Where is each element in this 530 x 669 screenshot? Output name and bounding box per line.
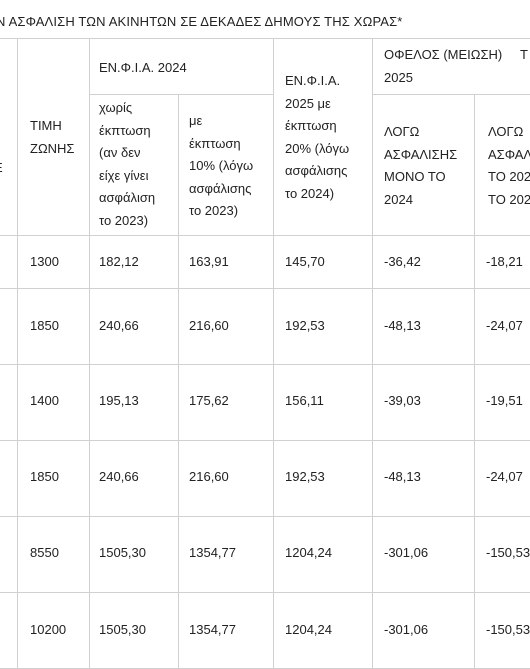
cell-no-discount: 1505,30 (99, 622, 146, 637)
column-divider (17, 38, 18, 669)
cell-no-discount: 195,13 (99, 393, 139, 408)
column-divider (474, 95, 475, 669)
column-divider (89, 38, 90, 669)
table-title: Ν ΑΣΦΑΛΙΣΗ ΤΩΝ ΑΚΙΝΗΤΩΝ ΣΕ ΔΕΚΑΔΕΣ ΔΗΜΟΥ… (0, 14, 403, 29)
cell-benefit-2024: -301,06 (384, 545, 429, 560)
cell-with-discount: 1354,77 (189, 545, 236, 560)
cell-enfia-2025: 1204,24 (285, 622, 332, 637)
header-enfia-2025: ΕΝ.Φ.Ι.Α. 2025 με έκπτωση 20% (λόγω ασφά… (285, 73, 350, 201)
cell-benefit-other: -19,51 (486, 393, 523, 408)
header-col0-fragment: Ε (0, 160, 3, 175)
cell-zone: 1400 (30, 393, 59, 408)
header-enfia-2024: ΕΝ.Φ.Ι.Α. 2024 (99, 60, 187, 75)
cell-benefit-other: -24,07 (486, 469, 523, 484)
cell-no-discount: 182,12 (99, 254, 139, 269)
column-divider (178, 95, 179, 669)
cell-benefit-other: -24,07 (486, 318, 523, 333)
header-bottom-border (0, 235, 530, 236)
row-divider (0, 440, 530, 441)
header-ofelos: ΟΦΕΛΟΣ (ΜΕΙΩΣΗ) Τ 2025 (384, 47, 529, 85)
cell-enfia-2025: 192,53 (285, 469, 325, 484)
cell-benefit-2024: -48,13 (384, 469, 421, 484)
cell-benefit-2024: -301,06 (384, 622, 429, 637)
cell-enfia-2025: 192,53 (285, 318, 325, 333)
cell-with-discount: 216,60 (189, 318, 229, 333)
header-divider-enfia-2024 (89, 94, 273, 95)
row-divider (0, 364, 530, 365)
cell-benefit-other: -150,53 (486, 622, 530, 637)
cell-benefit-other: -150,53 (486, 545, 530, 560)
cell-with-discount: 216,60 (189, 469, 229, 484)
header-logo-asfalisis-partial: ΛΟΓΩ ΑΣΦΑΛ ΤΟ 202 ΤΟ 202 (488, 124, 530, 207)
cell-zone: 8550 (30, 545, 59, 560)
column-divider (273, 38, 274, 669)
cell-with-discount: 1354,77 (189, 622, 236, 637)
cell-enfia-2025: 1204,24 (285, 545, 332, 560)
cell-no-discount: 240,66 (99, 469, 139, 484)
cell-zone: 1300 (30, 254, 59, 269)
header-divider-ofelos (372, 94, 530, 95)
cell-benefit-2024: -48,13 (384, 318, 421, 333)
cell-zone: 1850 (30, 318, 59, 333)
column-divider (372, 38, 373, 669)
cell-zone: 1850 (30, 469, 59, 484)
header-enfia-2024-no-discount: χωρίς έκπτωση (αν δεν είχε γίνει ασφάλισ… (99, 100, 156, 228)
cell-with-discount: 163,91 (189, 254, 229, 269)
row-divider (0, 516, 530, 517)
cell-benefit-2024: -39,03 (384, 393, 421, 408)
table-top-border (0, 38, 530, 39)
cell-no-discount: 240,66 (99, 318, 139, 333)
cell-zone: 10200 (30, 622, 67, 637)
cell-benefit-2024: -36,42 (384, 254, 421, 269)
row-divider (0, 592, 530, 593)
header-timi-zonis: ΤΙΜΗ ΖΩΝΗΣ (30, 118, 75, 156)
cell-benefit-other: -18,21 (486, 254, 523, 269)
cell-enfia-2025: 145,70 (285, 254, 325, 269)
cell-enfia-2025: 156,11 (285, 393, 324, 408)
header-enfia-2024-with-discount: με έκπτωση 10% (λόγω ασφάλισης το 2023) (189, 113, 254, 218)
row-divider (0, 288, 530, 289)
cell-with-discount: 175,62 (189, 393, 229, 408)
header-logo-asfalisis-2024: ΛΟΓΩ ΑΣΦΑΛΙΣΗΣ ΜΟΝΟ ΤΟ 2024 (384, 124, 458, 207)
cell-no-discount: 1505,30 (99, 545, 146, 560)
